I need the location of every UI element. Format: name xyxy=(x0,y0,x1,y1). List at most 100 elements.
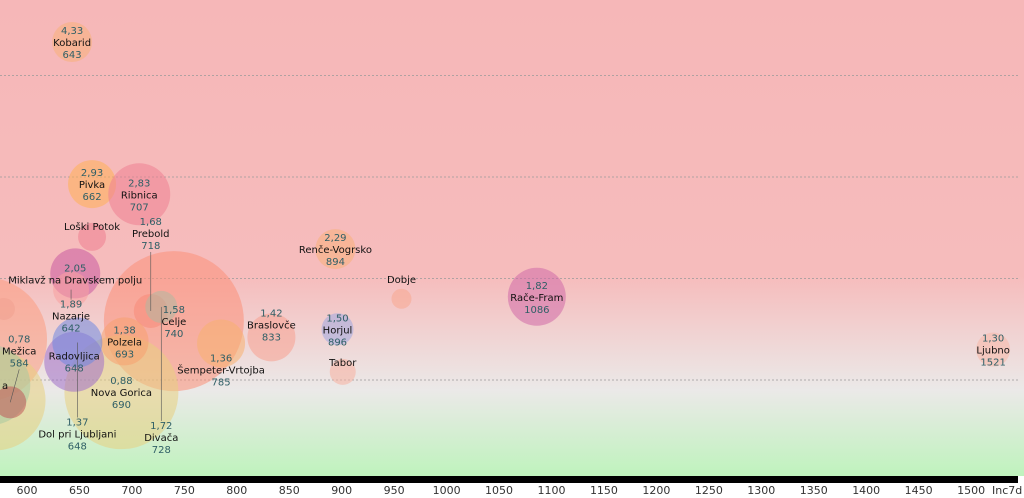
bubble[interactable] xyxy=(315,229,356,270)
bubble[interactable] xyxy=(78,222,107,251)
bubble-value-label: 2,83 xyxy=(128,178,150,189)
bubble-number-label: 648 xyxy=(68,441,87,452)
bubble[interactable] xyxy=(507,267,566,326)
bubble-name-label: Nova Gorica xyxy=(91,388,152,399)
bubble-number-label: 1086 xyxy=(524,305,549,316)
bubble-name-label: Miklavž na Dravskem polju xyxy=(8,274,142,286)
bubble[interactable] xyxy=(0,386,27,419)
bubble[interactable] xyxy=(108,163,171,226)
x-tick-label: 1000 xyxy=(433,484,461,497)
bubble-number-label: 584 xyxy=(10,358,29,369)
bubble[interactable] xyxy=(321,313,354,346)
x-tick-label: 1350 xyxy=(800,484,828,497)
bubble-name-label: Mežica xyxy=(2,345,36,357)
x-tick-label: 1100 xyxy=(538,484,566,497)
bubble-number-label: 662 xyxy=(82,192,101,203)
bubble[interactable] xyxy=(391,288,412,309)
bubble-name-label: Celje xyxy=(161,317,186,328)
bubble-number-label: 896 xyxy=(328,337,347,348)
bubble-value-label: 1,82 xyxy=(526,281,548,292)
bubble-name-label: Renče-Vogrsko xyxy=(299,244,372,256)
bubble-name-label: a xyxy=(2,381,8,392)
bubble-number-label: 740 xyxy=(164,329,183,340)
x-tick-label: 1500 xyxy=(957,484,985,497)
bubble-value-label: 2,29 xyxy=(324,233,346,244)
bubble-value-label: 1,72 xyxy=(150,421,172,432)
x-tick-label: 1400 xyxy=(852,484,880,497)
bubble[interactable] xyxy=(247,313,296,362)
bubble-number-label: 690 xyxy=(112,400,131,411)
bubble[interactable] xyxy=(976,332,1011,367)
bubble-number-label: 785 xyxy=(212,377,231,388)
x-tick-label: 700 xyxy=(121,484,142,497)
bubble[interactable] xyxy=(100,317,149,366)
bubble-number-label: 707 xyxy=(130,202,149,213)
bubble-value-label: 2,93 xyxy=(81,168,103,179)
bubble-label-group: Dobje xyxy=(387,275,416,286)
x-tick-label: 750 xyxy=(174,484,195,497)
bubble-name-label: Divača xyxy=(144,432,178,444)
bubble-name-label: Dobje xyxy=(387,275,416,286)
bubble-value-label: 1,30 xyxy=(982,334,1004,345)
bubble-value-label: 1,68 xyxy=(140,217,162,228)
bubble-label-group: a xyxy=(2,381,8,392)
bubble[interactable] xyxy=(329,358,356,385)
bubble-value-label: 1,50 xyxy=(326,313,348,324)
bubble-value-label: 0,88 xyxy=(110,376,132,387)
bubble-number-label: 833 xyxy=(262,332,281,343)
x-tick-label: 950 xyxy=(384,484,405,497)
bubble-number-label: 728 xyxy=(152,445,171,456)
bubble-name-label: Ribnica xyxy=(121,190,158,201)
x-tick-label: 800 xyxy=(226,484,247,497)
bubble-name-label: Ljubno xyxy=(976,346,1010,357)
bubble-name-label: Tabor xyxy=(328,358,357,369)
bubble[interactable] xyxy=(197,319,246,368)
bubble[interactable] xyxy=(68,160,117,209)
bubble-value-label: 1,42 xyxy=(260,308,282,319)
bubble-value-label: 1,37 xyxy=(66,417,88,428)
x-tick-label: 850 xyxy=(279,484,300,497)
x-tick-label: 900 xyxy=(331,484,352,497)
bubble-name-label: Rače-Fram xyxy=(510,292,563,304)
x-tick-label: 650 xyxy=(69,484,90,497)
bubble-name-label: Loški Potok xyxy=(64,221,120,233)
bubble-number-label: 643 xyxy=(63,50,82,61)
x-tick-label: 1300 xyxy=(747,484,775,497)
bubble-value-label: 0,78 xyxy=(8,334,30,345)
bubble-name-label: Horjul xyxy=(323,325,353,336)
x-tick-label: 1150 xyxy=(590,484,618,497)
bubble-name-label: Šempeter-Vrtojba xyxy=(177,363,265,376)
x-tick-label: 1450 xyxy=(905,484,933,497)
bubble-name-label: Nazarje xyxy=(52,312,90,323)
bubble-value-label: 1,89 xyxy=(60,300,82,311)
bubble-value-label: 1,36 xyxy=(210,353,232,364)
bubble[interactable] xyxy=(0,297,15,320)
bubble[interactable] xyxy=(52,22,93,63)
x-axis-bar xyxy=(0,476,1018,483)
bubble-number-label: 693 xyxy=(115,349,134,360)
bubble-label-group: Loški Potok xyxy=(64,221,120,233)
bubble-number-label: 718 xyxy=(141,241,160,252)
bubble-name-label: Prebold xyxy=(132,229,170,240)
bubble-name-label: Dol pri Ljubljani xyxy=(38,429,116,440)
bubble-number-label: 642 xyxy=(62,324,81,335)
x-tick-label: 1050 xyxy=(485,484,513,497)
x-tick-label: 1200 xyxy=(642,484,670,497)
